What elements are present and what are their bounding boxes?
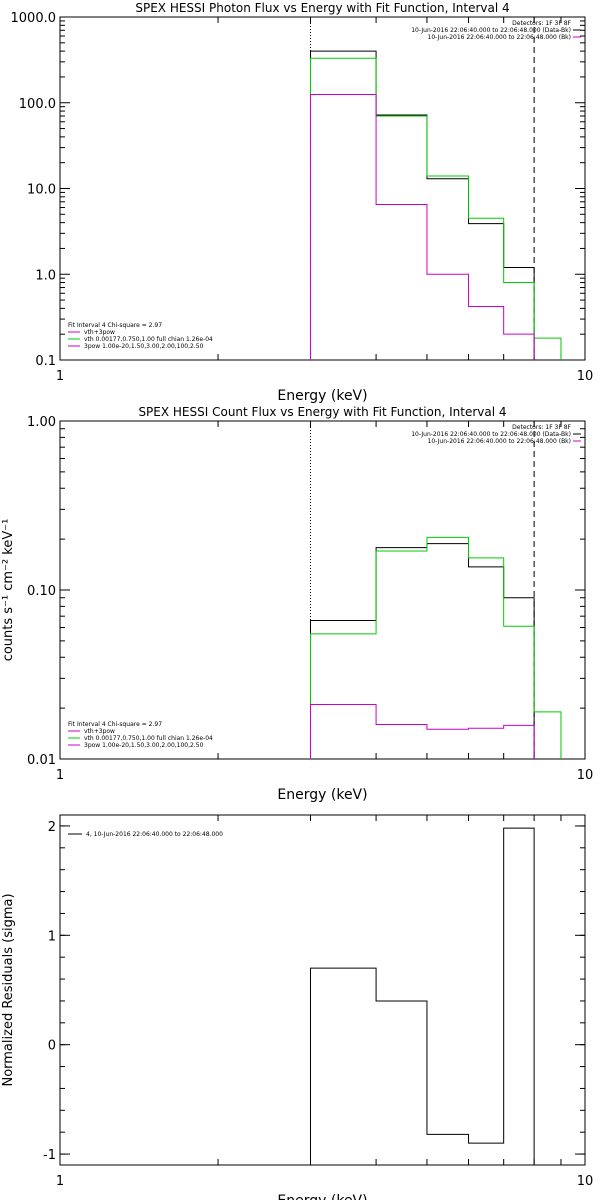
plot-panel-2: 0.01 0.10 1.00 1 10 SPEX HESSI Count Flux vs … — [1, 405, 593, 803]
plot-frame — [59, 814, 586, 1166]
plot-panel-1: 0.1 1.0 10.0 100.0 1000.0 1 10 SPEX HESSI Photo… — [11, 1, 594, 404]
plot-frame — [59, 16, 586, 361]
y-tick-label: 0.01 — [27, 753, 56, 768]
series-black-step — [309, 827, 535, 1165]
plot-frame — [59, 420, 586, 760]
legend-entry: 4, 10-Jun-2016 22:06:40.000 to 22:06:48.… — [86, 831, 223, 838]
chart-title: SPEX HESSI Count Flux vs Energy with Fit… — [138, 405, 506, 419]
y-tick-label: 0.10 — [27, 584, 56, 599]
y-tick-label: 100.0 — [19, 97, 56, 112]
legend-entry: 3pow 1.00e-20,1.50,3.00,2.00,100,2.50 — [84, 742, 204, 749]
legend-entry: Detectors: 1F 3F 8F — [512, 424, 571, 431]
y-tick-label: 10.0 — [27, 183, 56, 198]
legend-entry: Fit Interval 4 Chi-square = 2.97 — [68, 721, 162, 728]
legend-entry: 10-Jun-2016 22:06:40.000 to 22:06:48.000… — [428, 34, 571, 41]
series-green-step — [309, 57, 562, 360]
y-axis-label: Normalized Residuals (sigma) — [1, 893, 16, 1086]
series-magenta-step — [309, 93, 535, 360]
y-tick-label: 1.0 — [35, 268, 56, 283]
y-tick-label: 1000.0 — [11, 11, 57, 26]
series-magenta-step — [309, 704, 535, 759]
legend-entry: Fit Interval 4 Chi-square = 2.97 — [68, 322, 162, 329]
y-tick-label: 1 — [48, 929, 56, 944]
x-tick-label: 1 — [56, 369, 64, 384]
series-black-step — [309, 543, 535, 759]
y-tick-label: 1.00 — [27, 415, 56, 430]
y-tick-label: 0 — [48, 1039, 56, 1054]
x-axis-label: Energy (keV) — [277, 787, 367, 803]
series-black-step — [309, 50, 535, 360]
x-tick-label: 10 — [577, 369, 594, 384]
legend-entry: 10-Jun-2016 22:06:40.000 to 22:06:48.000… — [411, 27, 571, 34]
x-axis-label: Energy (keV) — [277, 388, 367, 404]
legend-entry: 3pow 1.00e-20,1.50,3.00,2.00,100,2.50 — [84, 343, 204, 350]
legend-entry: vth+3pow — [84, 728, 115, 735]
y-axis-label: counts s⁻¹ cm⁻² keV⁻¹ — [1, 519, 16, 662]
x-tick-label: 10 — [577, 1174, 594, 1189]
plot-panel-3: -1 0 1 2 1 10 Energy (keV) Normalized Residuals… — [1, 814, 594, 1200]
legend-entry: vth 0.00177,0.750,1.00 full chian 1.26e-… — [84, 336, 213, 343]
legend-entry: Detectors: 1F 3F 8F — [512, 20, 571, 27]
x-axis-label: Energy (keV) — [277, 1193, 367, 1200]
legend-entry: vth+3pow — [84, 329, 115, 336]
legend-entry: vth 0.00177,0.750,1.00 full chian 1.26e-… — [84, 735, 213, 742]
x-tick-label: 1 — [56, 1174, 64, 1189]
x-tick-label: 1 — [56, 768, 64, 783]
chart-title: SPEX HESSI Photon Flux vs Energy with Fi… — [135, 1, 509, 15]
x-tick-label: 10 — [577, 768, 594, 783]
y-tick-label: -1 — [43, 1148, 56, 1163]
legend-entry: 10-Jun-2016 22:06:40.000 to 22:06:48.000… — [411, 431, 571, 438]
y-tick-label: 0.1 — [35, 354, 56, 369]
series-green-step — [309, 536, 562, 759]
legend-entry: 10-Jun-2016 22:06:40.000 to 22:06:48.000… — [428, 438, 571, 445]
y-tick-label: 2 — [48, 820, 56, 835]
